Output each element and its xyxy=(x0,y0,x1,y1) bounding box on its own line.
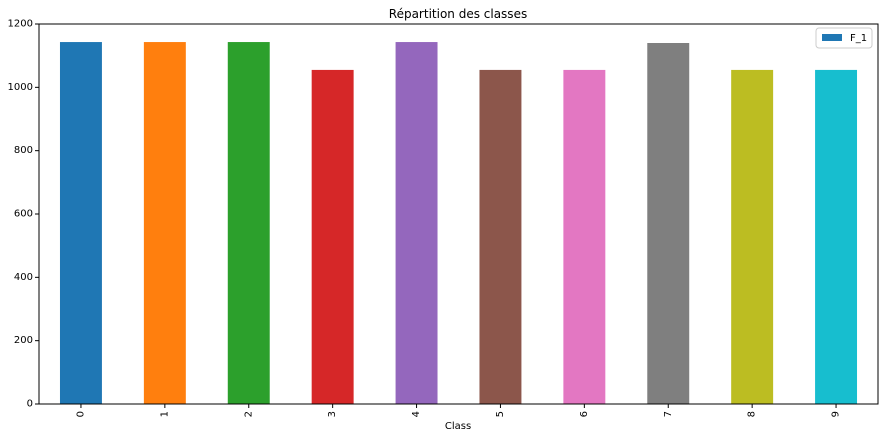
legend-box xyxy=(815,27,873,49)
bar-class-3 xyxy=(311,69,354,405)
x-tick-label: 3 xyxy=(327,411,338,417)
chart-title: Répartition des classes xyxy=(389,7,527,21)
x-tick-label: 7 xyxy=(663,411,674,417)
y-tick-label: 1200 xyxy=(8,19,33,30)
bar-class-6 xyxy=(563,69,606,405)
bar-class-5 xyxy=(479,69,522,405)
bar-class-9 xyxy=(815,69,858,405)
x-tick-label: 5 xyxy=(495,411,506,417)
legend-swatch xyxy=(822,34,842,41)
bar-class-8 xyxy=(731,69,774,405)
legend-label-f1: F_1 xyxy=(850,33,867,44)
x-tick-label: 0 xyxy=(75,411,86,417)
bar-class-2 xyxy=(227,42,270,405)
y-tick-label: 200 xyxy=(14,335,33,346)
x-axis-label: Class xyxy=(445,421,471,432)
y-tick-label: 1000 xyxy=(8,82,33,93)
x-tick-label: 2 xyxy=(243,411,254,417)
plot-frame xyxy=(38,23,879,405)
y-tick-label: 800 xyxy=(14,145,33,156)
x-tick-label: 4 xyxy=(411,411,422,417)
x-tick-label: 8 xyxy=(747,411,758,417)
y-tick-label: 400 xyxy=(14,272,33,283)
x-tick-label: 1 xyxy=(159,411,170,417)
y-tick-label: 600 xyxy=(14,209,33,220)
y-axis: 0 200 400 600 800 1000 1200 xyxy=(8,19,39,410)
bar-class-7 xyxy=(647,43,690,404)
y-tick-label: 0 xyxy=(27,399,33,410)
bars-group xyxy=(59,42,858,405)
legend[interactable]: F_1 xyxy=(815,27,873,49)
bar-class-1 xyxy=(143,42,186,405)
bar-class-0 xyxy=(59,42,102,405)
x-axis: 0 1 2 3 4 5 6 7 8 9 xyxy=(75,404,842,417)
x-tick-label: 9 xyxy=(831,411,842,417)
bar-class-4 xyxy=(395,42,438,405)
x-tick-label: 6 xyxy=(579,411,590,417)
